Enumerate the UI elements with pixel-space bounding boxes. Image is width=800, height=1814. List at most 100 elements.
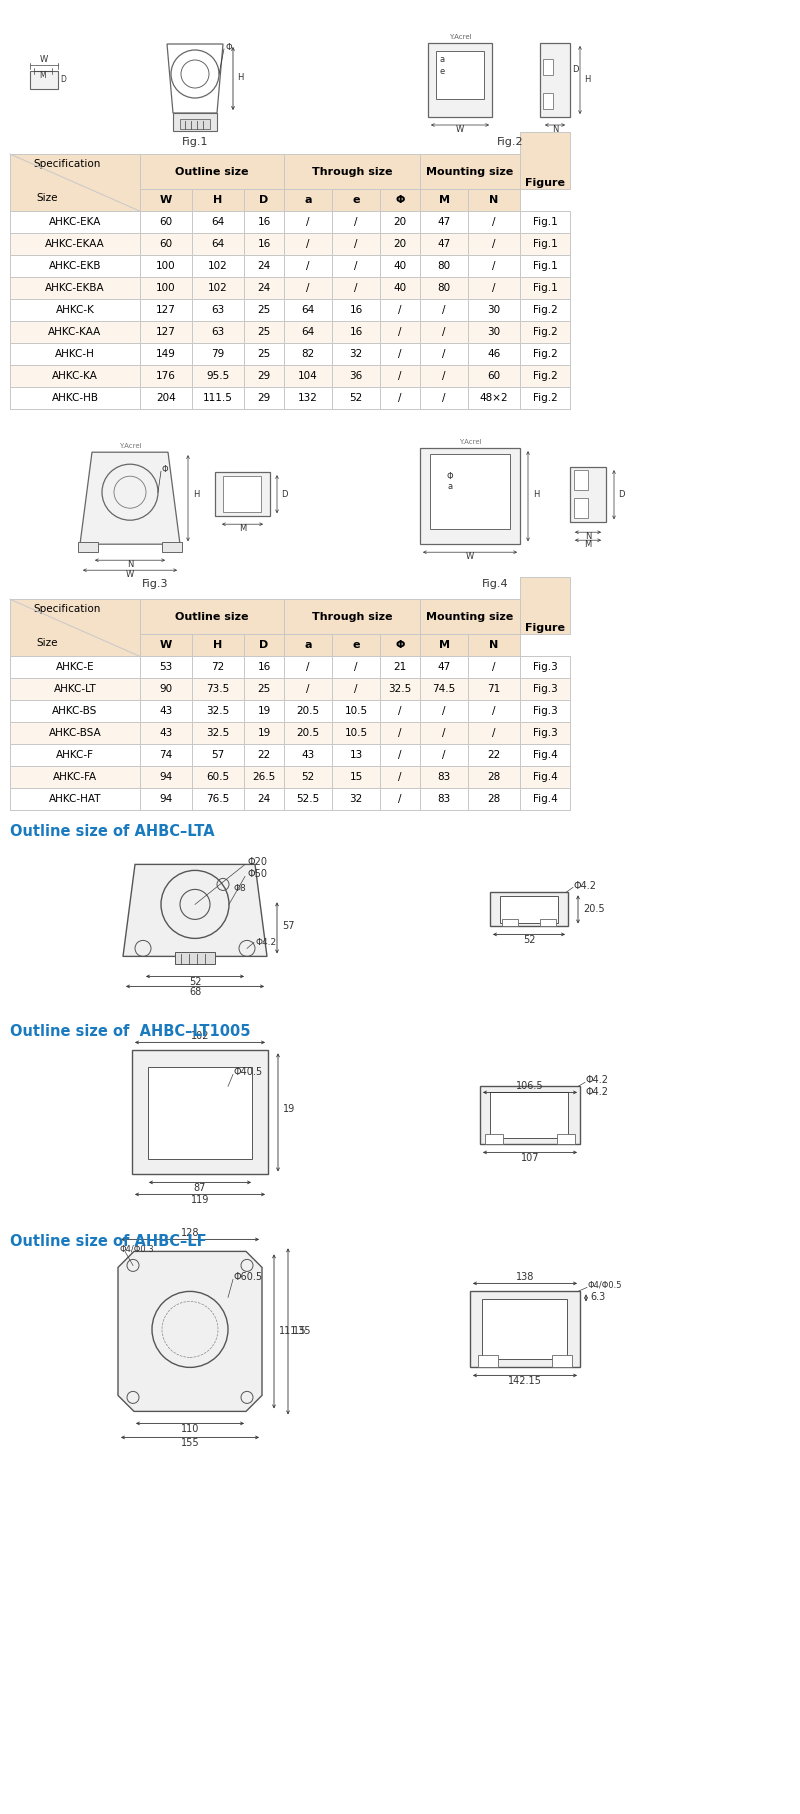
Bar [132, 1050, 268, 1174]
Text: 19: 19 [258, 706, 270, 717]
Bar [140, 635, 192, 657]
Text: Φ: Φ [395, 640, 405, 651]
Text: 64: 64 [211, 239, 225, 249]
Bar [284, 678, 332, 700]
Bar [10, 365, 140, 386]
Bar [10, 789, 570, 811]
Text: 43: 43 [302, 751, 314, 760]
Text: /: / [492, 283, 496, 294]
Bar [244, 744, 284, 766]
Text: /: / [398, 706, 402, 717]
Text: /: / [398, 729, 402, 738]
Bar [470, 1292, 580, 1368]
Bar [10, 210, 140, 234]
Bar [284, 635, 332, 657]
Bar [502, 920, 518, 927]
Text: /: / [398, 372, 402, 381]
Bar [520, 278, 570, 299]
Bar [520, 744, 570, 766]
Bar [284, 154, 420, 189]
Text: 46: 46 [487, 350, 501, 359]
Text: Outline size: Outline size [175, 167, 249, 176]
Text: /: / [492, 261, 496, 272]
Bar [284, 256, 332, 278]
Text: Size: Size [36, 639, 58, 648]
Bar [468, 278, 520, 299]
Bar [420, 766, 468, 789]
Text: /: / [306, 218, 310, 227]
Bar [140, 657, 192, 678]
Text: Y.Acrel: Y.Acrel [449, 34, 471, 40]
Bar [148, 1067, 252, 1159]
Bar [140, 700, 192, 722]
Text: 102: 102 [208, 283, 228, 294]
Text: 28: 28 [487, 795, 501, 804]
Bar [192, 657, 244, 678]
Bar [574, 499, 588, 519]
Text: 107: 107 [521, 1154, 539, 1163]
Bar [284, 599, 420, 635]
Text: /: / [442, 706, 446, 717]
Bar [192, 210, 244, 234]
Text: Fig.1: Fig.1 [182, 138, 208, 147]
Bar [10, 299, 140, 321]
Text: 52: 52 [522, 936, 535, 945]
Text: Φ: Φ [446, 472, 454, 481]
Text: 102: 102 [208, 261, 228, 272]
Bar [10, 278, 140, 299]
Text: 40: 40 [394, 261, 406, 272]
Bar [468, 678, 520, 700]
Text: 79: 79 [211, 350, 225, 359]
Text: 25: 25 [258, 350, 270, 359]
Bar [468, 700, 520, 722]
Text: Outline size: Outline size [175, 611, 249, 622]
Text: 142.15: 142.15 [508, 1377, 542, 1386]
Text: Φ: Φ [395, 196, 405, 205]
Text: 20.5: 20.5 [297, 706, 319, 717]
Bar [10, 599, 140, 657]
Bar [420, 321, 468, 343]
Bar [420, 700, 468, 722]
Bar [520, 766, 570, 789]
Bar [540, 920, 556, 927]
Bar [420, 386, 468, 410]
Text: Φ4/Φ0.3: Φ4/Φ0.3 [120, 1244, 154, 1253]
Text: 57: 57 [282, 922, 294, 931]
Bar [244, 189, 284, 210]
Text: /: / [398, 305, 402, 316]
Text: 204: 204 [156, 394, 176, 403]
Bar [244, 678, 284, 700]
Bar [10, 678, 570, 700]
Text: W: W [466, 551, 474, 561]
Bar [244, 210, 284, 234]
Bar [244, 386, 284, 410]
Text: Y.Acrel: Y.Acrel [118, 443, 142, 450]
Text: 22: 22 [487, 751, 501, 760]
Bar [520, 343, 570, 365]
Text: H: H [214, 640, 222, 651]
Text: a: a [439, 54, 445, 63]
Text: 32.5: 32.5 [206, 706, 230, 717]
Bar [284, 744, 332, 766]
Polygon shape [123, 865, 267, 956]
Text: N: N [585, 532, 591, 541]
Text: Fig.2: Fig.2 [533, 372, 558, 381]
Text: Mounting size: Mounting size [426, 167, 514, 176]
Text: H: H [214, 196, 222, 205]
Text: 95.5: 95.5 [206, 372, 230, 381]
Text: Specification: Specification [34, 160, 101, 169]
Text: AHKC-HB: AHKC-HB [51, 394, 98, 403]
Bar [180, 120, 210, 129]
Text: D: D [572, 65, 578, 74]
Bar [468, 789, 520, 811]
Text: 94: 94 [159, 795, 173, 804]
Bar [192, 386, 244, 410]
Bar [332, 278, 380, 299]
Bar [162, 542, 182, 551]
Text: Y.Acrel: Y.Acrel [458, 439, 482, 444]
Text: AHKC-KA: AHKC-KA [52, 372, 98, 381]
Bar [420, 234, 468, 256]
Text: D: D [60, 76, 66, 85]
Bar [520, 365, 570, 386]
Text: 83: 83 [438, 795, 450, 804]
